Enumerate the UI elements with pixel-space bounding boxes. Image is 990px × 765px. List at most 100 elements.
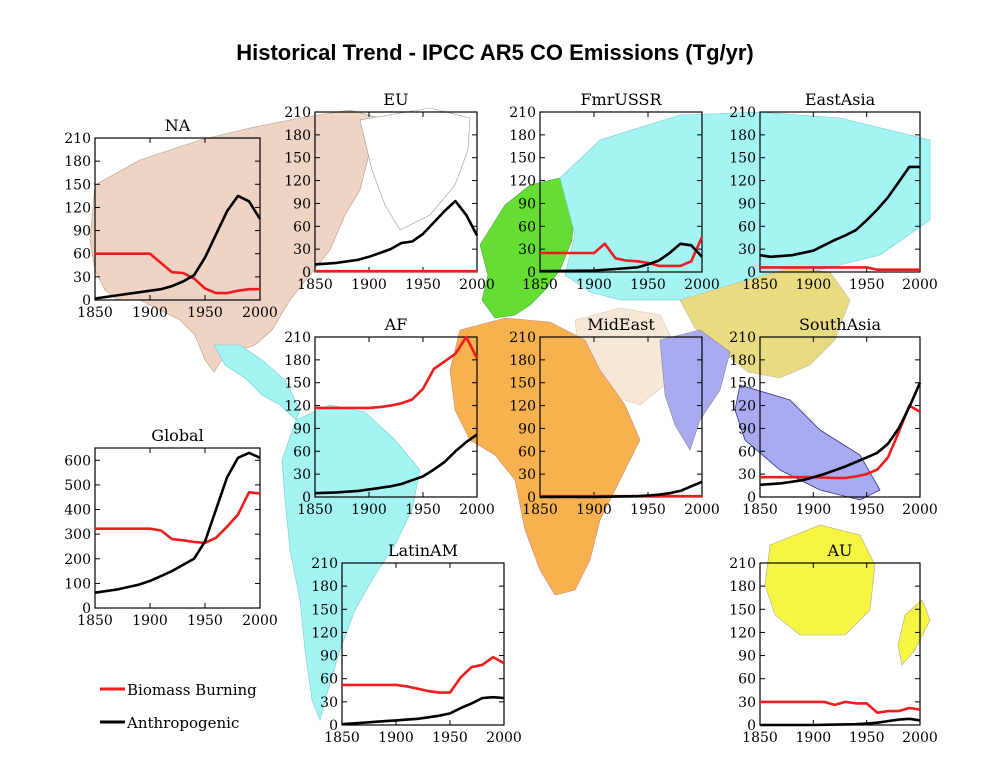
y-tick-label: 120: [729, 399, 756, 415]
y-tick-label: 30: [518, 467, 536, 483]
y-tick-label: 90: [73, 224, 91, 240]
y-tick-label: 0: [302, 265, 311, 281]
y-tick-label: 60: [293, 219, 311, 235]
series-line-anthropogenic: [94, 451, 261, 594]
panel-frame: [314, 336, 478, 498]
y-tick-label: 90: [738, 196, 756, 212]
y-tick-label: 100: [64, 576, 91, 592]
y-tick-label: 90: [293, 421, 311, 437]
y-tick-label: 600: [64, 453, 91, 469]
y-tick-label: 120: [729, 625, 756, 641]
y-tick-label: 60: [73, 247, 91, 263]
y-tick-label: 150: [729, 151, 756, 167]
series-line-anthropogenic: [539, 242, 703, 273]
y-tick-label: 120: [284, 174, 311, 190]
x-tick-label: 1850: [297, 277, 333, 293]
panel-title: AU: [826, 541, 852, 560]
y-tick-label: 180: [729, 128, 756, 144]
y-tick-label: 120: [509, 174, 536, 190]
y-tick-label: 180: [509, 128, 536, 144]
x-tick-label: 1900: [576, 502, 612, 518]
x-tick-label: 1850: [742, 730, 778, 746]
x-tick-label: 2000: [242, 305, 278, 321]
series-line-anthropogenic: [760, 717, 921, 727]
y-tick-label: 120: [311, 625, 338, 641]
y-tick-label: 150: [509, 151, 536, 167]
panel-frame: [539, 111, 703, 273]
y-tick-label: 30: [518, 242, 536, 258]
y-tick-label: 60: [738, 444, 756, 460]
x-tick-label: 1850: [522, 502, 558, 518]
series-line-biomass-burning: [760, 266, 920, 272]
x-tick-label: 2000: [459, 277, 495, 293]
y-tick-label: 0: [747, 490, 756, 506]
y-tick-label: 0: [82, 293, 91, 309]
y-tick-label: 210: [311, 556, 338, 572]
panel-title: FmrUSSR: [580, 90, 662, 109]
panel-eu: EU 0 30 60 90 120 150 180 210 1850 1900 1950 2000: [284, 90, 495, 293]
panel-frame: [759, 111, 921, 273]
panel-global: Global 0 100 200 300 400 500 600 1850 1900 1950 200…: [64, 426, 278, 629]
y-tick-label: 210: [729, 105, 756, 121]
y-tick-label: 150: [509, 376, 536, 392]
x-tick-label: 1950: [849, 502, 885, 518]
series-line-anthropogenic: [94, 194, 262, 300]
y-tick-label: 0: [527, 490, 536, 506]
y-tick-label: 150: [311, 602, 338, 618]
region-southeast-asia: [734, 384, 881, 501]
series-line-anthropogenic: [759, 165, 920, 259]
panel-mideast: MidEast 0 30 60 90 120 150 180 210 1850 1900 1950 20…: [509, 315, 720, 518]
x-tick-label: 1850: [77, 305, 113, 321]
x-tick-label: 2000: [902, 730, 938, 746]
series-line-biomass-burning: [95, 490, 261, 545]
y-tick-label: 30: [73, 270, 91, 286]
panel-title: EastAsia: [805, 90, 876, 109]
panel-au: AU 0 30 60 90 120 150 180 210 1850 1900 1950 2000: [729, 541, 938, 746]
y-tick-label: 30: [293, 242, 311, 258]
x-tick-label: 1900: [796, 277, 832, 293]
x-tick-label: 1900: [576, 277, 612, 293]
panel-title: EU: [383, 90, 408, 109]
y-tick-label: 60: [738, 672, 756, 688]
y-tick-label: 90: [320, 649, 338, 665]
series-line-anthropogenic: [759, 382, 922, 487]
panel-na: NA 0 30 60 90 120 150 180 210 1850 1900 1950 2000: [64, 116, 278, 321]
x-tick-label: 2000: [684, 502, 720, 518]
x-tick-label: 1850: [742, 502, 778, 518]
y-tick-label: 0: [747, 718, 756, 734]
panel-title: NA: [165, 116, 191, 135]
panel-af: AF 0 30 60 90 120 150 180 210 1850 1900 1950 2000: [284, 315, 495, 518]
y-tick-label: 210: [729, 556, 756, 572]
y-tick-label: 150: [64, 177, 91, 193]
y-tick-label: 60: [518, 444, 536, 460]
y-tick-label: 180: [284, 128, 311, 144]
y-tick-label: 200: [64, 552, 91, 568]
y-tick-label: 210: [64, 131, 91, 147]
region-au: [764, 524, 876, 636]
x-tick-label: 1900: [796, 730, 832, 746]
x-tick-label: 1950: [187, 613, 223, 629]
series-line-biomass-burning: [342, 655, 505, 694]
panel-fmrussr: FmrUSSR 0 30 60 90 120 150 180 210 1850 1900 1950 20…: [509, 90, 720, 293]
x-tick-label: 1950: [432, 730, 468, 746]
panel-eastasia: EastAsia 0 30 60 90 120 150 180 210 1850 1900 1950 2…: [729, 90, 938, 293]
x-tick-label: 2000: [242, 613, 278, 629]
y-tick-label: 30: [738, 467, 756, 483]
y-tick-label: 60: [320, 672, 338, 688]
y-tick-label: 210: [509, 330, 536, 346]
y-tick-label: 90: [738, 649, 756, 665]
y-tick-label: 30: [293, 467, 311, 483]
y-tick-label: 180: [284, 353, 311, 369]
y-tick-label: 120: [64, 200, 91, 216]
panel-frame: [759, 336, 921, 498]
region-na-land: [89, 109, 381, 373]
panel-title: AF: [384, 315, 408, 334]
y-tick-label: 0: [329, 718, 338, 734]
series-line-anthropogenic: [341, 695, 505, 726]
panel-southasia: SouthAsia 0 30 60 90 120 150 180 210 1850 1900 1950…: [729, 315, 938, 518]
x-tick-label: 1850: [77, 613, 113, 629]
y-tick-label: 60: [518, 219, 536, 235]
y-tick-label: 0: [747, 265, 756, 281]
